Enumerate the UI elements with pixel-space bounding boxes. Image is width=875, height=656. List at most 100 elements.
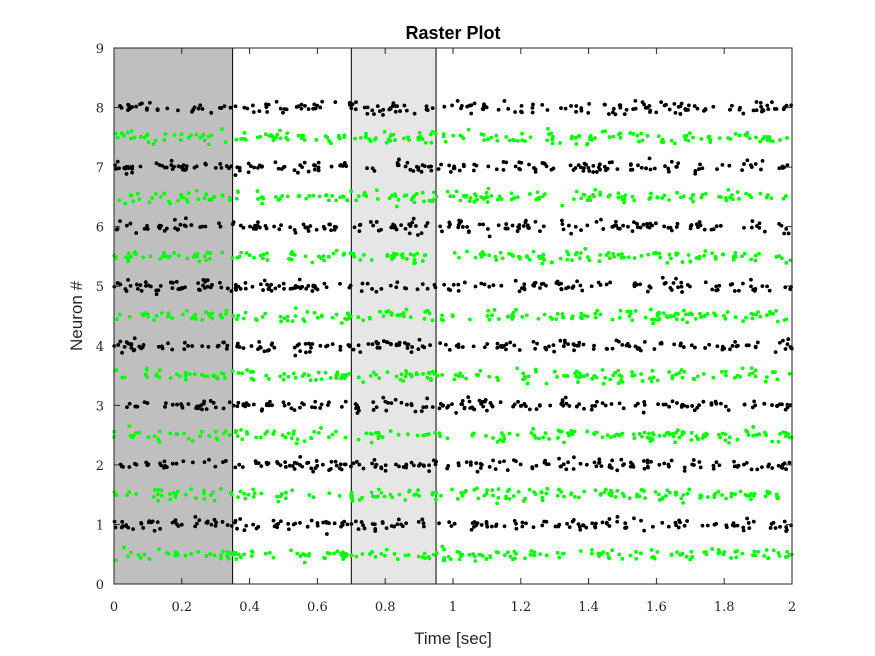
spike-point [639,518,643,523]
spike-point [183,492,188,497]
spike-point [351,347,356,352]
spike-point [225,553,230,558]
spike-point [130,166,135,171]
spike-point [423,224,428,229]
spike-point [755,340,760,345]
spike-point [639,165,644,170]
spike-point [715,344,720,349]
spike-point [124,172,129,176]
spike-point [200,107,205,111]
spike-point [474,193,478,198]
spike-point [769,196,774,201]
spike-point [669,256,673,261]
y-tick-label: 3 [96,399,104,414]
spike-point [358,258,363,262]
spike-point [571,284,576,289]
spike-point [122,545,127,550]
spike-point [142,226,147,231]
spike-point [170,461,175,466]
spike-point [390,104,395,108]
spike-point [668,314,673,319]
spike-point [599,217,603,222]
spike-point [777,166,782,171]
spike-point [710,287,715,292]
spike-point [696,437,701,441]
spike-point [458,371,463,376]
spike-point [477,222,482,227]
spike-point [753,162,758,166]
spike-point [173,553,177,558]
spike-point [588,134,593,138]
spike-point [630,229,635,234]
spike-point [204,258,208,262]
spike-point [712,522,717,527]
spike-point [694,434,699,439]
spike-point [630,194,635,199]
spike-point [722,550,727,554]
spike-point [716,547,721,552]
spike-point [496,223,501,228]
spike-point [399,400,404,405]
spike-point [750,371,755,376]
spike-point [419,409,424,414]
spike-point [159,311,164,315]
spike-point [174,461,179,466]
spike-point [374,462,379,467]
spike-point [125,493,130,497]
spike-point [611,134,616,139]
spike-point [741,525,746,530]
spike-point [231,552,235,557]
spike-point [610,548,615,553]
spike-point [685,491,690,496]
spike-point [673,520,678,525]
spike-point [622,462,626,467]
spike-point [342,554,347,558]
spike-point [685,404,690,409]
spike-point [354,198,359,203]
spike-point [242,131,247,135]
spike-point [657,498,662,502]
spike-point [485,408,489,413]
spike-point [186,402,191,406]
spike-point [186,436,191,441]
spike-point [479,255,484,259]
spike-point [569,104,573,108]
spike-point [691,199,695,204]
spike-point [445,189,450,194]
spike-point [271,518,276,523]
spike-point [555,279,560,284]
spike-point [381,395,386,400]
spike-point [540,161,545,165]
spike-point [579,374,584,379]
spike-point [743,315,748,320]
spike-point [718,195,723,199]
spike-point [740,168,745,173]
spike-point [532,281,537,286]
spike-point [142,400,147,405]
spike-point [332,521,337,526]
spike-point [386,137,391,142]
spike-point [122,344,127,349]
spike-point [394,252,399,257]
y-tick-label: 1 [96,518,104,533]
spike-point [404,286,409,291]
spike-point [699,494,704,499]
spike-point [570,258,574,263]
spike-point [611,373,616,378]
spike-point [139,288,144,293]
spike-point [484,519,489,524]
spike-point [181,195,185,200]
spike-point [744,191,749,196]
spike-point [672,342,677,347]
spike-point [376,430,381,435]
x-axis-label: Time [sec] [414,629,492,648]
spike-point [579,106,584,111]
spike-point [312,310,317,315]
spike-point [646,252,651,257]
spike-point [527,226,531,230]
spike-point [403,226,408,231]
spike-point [195,521,199,526]
spike-point [564,401,569,406]
spike-point [243,496,248,501]
spike-point [585,198,590,203]
